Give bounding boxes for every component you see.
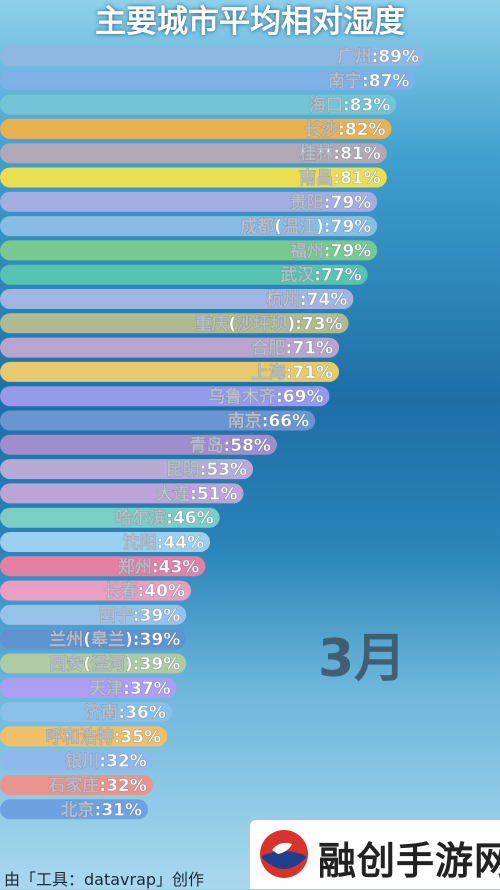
bar-西宁 <box>0 604 187 625</box>
logo-icon <box>260 830 308 878</box>
bar-label-乌鲁木齐: 乌鲁木齐:69% <box>208 386 324 407</box>
bar-长春 <box>0 580 192 601</box>
footer-credit: 由「工具：datavrap」创作 <box>4 870 205 889</box>
bar-南昌 <box>0 167 387 188</box>
bar-济南 <box>0 702 172 723</box>
bar-天津 <box>0 677 177 698</box>
bar-label-兰州(皋兰): 兰州(皋兰):39% <box>49 629 180 650</box>
bar-label-天津: 天津:37% <box>89 678 171 699</box>
bar-label-长沙: 长沙:82% <box>304 119 386 140</box>
bar-广州 <box>0 46 425 66</box>
bar-郑州 <box>0 556 206 577</box>
bar-label-南昌: 南昌:81% <box>299 168 381 189</box>
bar-label-西宁: 西宁:39% <box>99 605 181 626</box>
bar-沈阳 <box>0 532 211 552</box>
bar-label-福州: 福州:79% <box>289 240 372 261</box>
bar-label-沈阳: 沈阳:44% <box>123 532 205 553</box>
bar-label-南宁: 南宁:87% <box>328 70 410 91</box>
bar-label-呼和浩特: 呼和浩特:35% <box>46 726 162 747</box>
bar-海口 <box>0 94 397 115</box>
bar-label-青岛: 青岛:58% <box>189 435 271 456</box>
bar-label-南京: 南京:66% <box>228 411 310 432</box>
bar-长沙 <box>0 118 392 139</box>
bar-北京 <box>0 799 149 820</box>
bar-label-合肥: 合肥:71% <box>252 338 334 359</box>
bar-chart: 广州:89% 南宁:87% 海口:83% 长沙:82% 桂林:81% 南昌:81% 贵阳:7… <box>0 46 425 820</box>
bar-西安(泾河) <box>0 653 187 674</box>
bar-label-郑州: 郑州:43% <box>118 556 200 577</box>
bar-label-大连: 大连:51% <box>156 483 238 504</box>
month-label: 3月 <box>318 629 407 689</box>
bar-哈尔滨 <box>0 507 220 528</box>
bar-label-西安(泾河): 西安(泾河):39% <box>49 654 180 675</box>
bar-label-杭州: 杭州:74% <box>266 289 348 310</box>
logo-text: 融创手游网 <box>318 839 500 883</box>
bar-label-银川: 银川:32% <box>65 751 147 772</box>
bar-成都(温江) <box>0 216 378 237</box>
bar-label-哈尔滨: 哈尔滨:46% <box>115 508 214 529</box>
bar-武汉 <box>0 264 368 285</box>
site-logo: 融创手游网 <box>250 820 500 889</box>
bar-上海 <box>0 361 340 382</box>
bar-label-重庆(沙坪坝): 重庆(沙坪坝):73% <box>195 313 343 334</box>
bar-label-石家庄: 石家庄:32% <box>47 775 147 796</box>
bar-南宁 <box>0 70 416 91</box>
bar-label-北京: 北京:31% <box>61 799 143 820</box>
bar-南京 <box>0 410 316 431</box>
bar-合肥 <box>0 337 340 358</box>
bar-label-长春: 长春:40% <box>104 581 186 602</box>
bar-label-贵阳: 贵阳:79% <box>290 192 372 213</box>
bar-福州 <box>0 240 378 261</box>
bar-重庆(沙坪坝) <box>0 313 349 334</box>
bar-大连 <box>0 483 244 504</box>
bar-label-桂林: 桂林:81% <box>298 143 381 164</box>
bar-label-济南: 济南:36% <box>84 702 166 723</box>
bar-青岛 <box>0 434 277 455</box>
bar-label-上海: 上海:71% <box>252 362 334 383</box>
bar-贵阳 <box>0 191 378 212</box>
bar-桂林 <box>0 143 387 164</box>
bar-label-武汉: 武汉:77% <box>280 265 362 286</box>
bar-石家庄 <box>0 775 153 795</box>
bar-呼和浩特 <box>0 726 168 747</box>
bar-label-海口: 海口:83% <box>309 95 391 116</box>
bar-兰州(皋兰) <box>0 629 187 650</box>
bar-乌鲁木齐 <box>0 386 330 407</box>
bar-银川 <box>0 750 153 771</box>
bar-label-广州: 广州:89% <box>338 46 420 67</box>
bar-label-成都(温江): 成都(温江):79% <box>240 216 371 237</box>
bar-昆明 <box>0 459 254 480</box>
bar-label-昆明: 昆明:53% <box>166 460 248 480</box>
bar-杭州 <box>0 289 354 309</box>
chart-title: 主要城市平均相对湿度 <box>95 4 405 40</box>
